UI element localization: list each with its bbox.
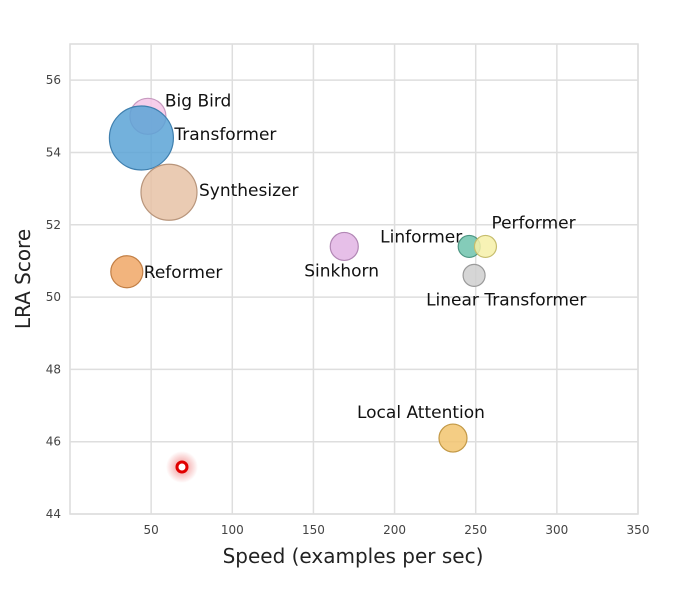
x-tick-label: 350 bbox=[627, 523, 650, 537]
x-tick-label: 100 bbox=[221, 523, 244, 537]
x-axis-label: Speed (examples per sec) bbox=[223, 544, 484, 568]
label-sinkhorn: Sinkhorn bbox=[304, 261, 379, 281]
y-axis-label: LRA Score bbox=[11, 229, 35, 329]
label-linear-transformer: Linear Transformer bbox=[426, 290, 586, 310]
y-tick-label: 50 bbox=[46, 290, 61, 304]
label-transformer: Transformer bbox=[173, 125, 276, 145]
point-transformer bbox=[108, 105, 175, 171]
x-tick-label: 200 bbox=[383, 523, 406, 537]
label-big-bird: Big Bird bbox=[165, 91, 231, 111]
y-tick-label: 44 bbox=[46, 507, 61, 521]
label-reformer: Reformer bbox=[144, 263, 223, 283]
point-labels: Big Bird Transformer Synthesizer Reformer Li… bbox=[144, 91, 587, 423]
highlight-marker bbox=[175, 460, 189, 474]
y-tick-label: 46 bbox=[46, 435, 61, 449]
x-tick-labels: 50 100 150 200 250 300 350 bbox=[144, 523, 650, 537]
point-sinkhorn bbox=[329, 231, 359, 262]
y-tick-label: 54 bbox=[46, 145, 61, 159]
x-tick-label: 300 bbox=[545, 523, 568, 537]
x-tick-label: 250 bbox=[464, 523, 487, 537]
point-performer bbox=[473, 234, 498, 259]
point-reformer bbox=[110, 255, 144, 289]
label-local-attention: Local Attention bbox=[357, 403, 485, 423]
label-synthesizer: Synthesizer bbox=[199, 181, 298, 201]
y-tick-labels: 44 46 48 50 52 54 56 bbox=[46, 73, 61, 521]
label-linformer: Linformer bbox=[380, 227, 462, 247]
x-tick-label: 150 bbox=[302, 523, 325, 537]
point-synthesizer bbox=[140, 163, 198, 221]
x-tick-label: 50 bbox=[144, 523, 159, 537]
point-local-attention bbox=[438, 423, 468, 453]
data-points bbox=[108, 97, 498, 483]
y-tick-label: 48 bbox=[46, 362, 61, 376]
label-performer: Performer bbox=[491, 213, 575, 233]
point-linear-transformer bbox=[462, 263, 486, 287]
y-tick-label: 52 bbox=[46, 218, 61, 232]
y-tick-label: 56 bbox=[46, 73, 61, 87]
